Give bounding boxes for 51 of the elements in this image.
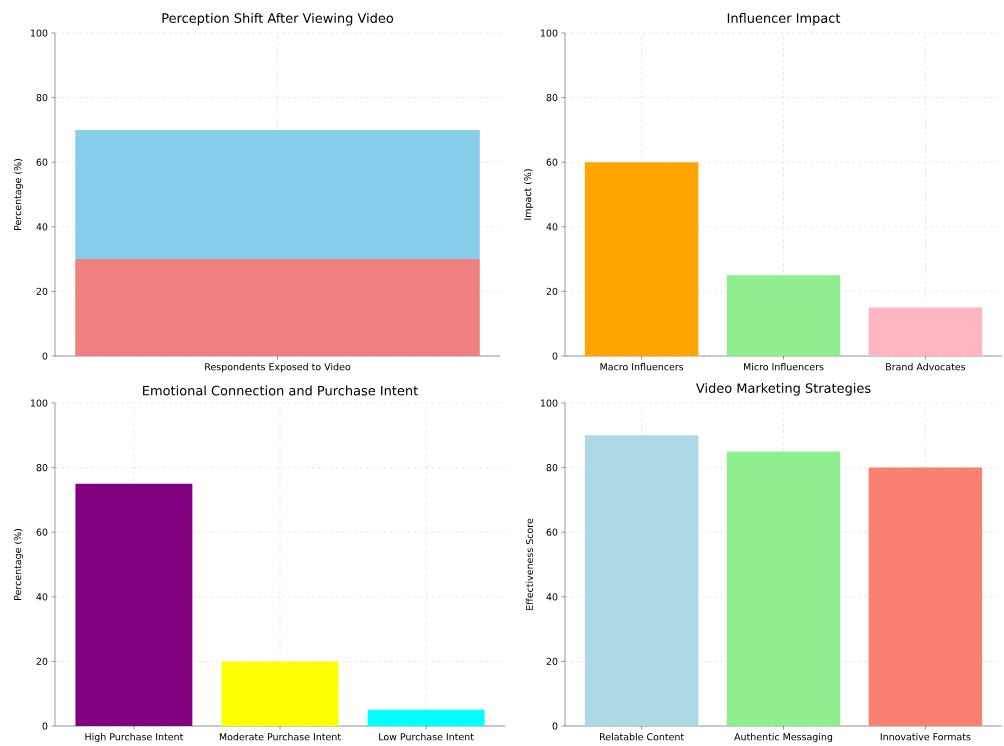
y-tick-label: 0 bbox=[552, 352, 558, 360]
x-tick-label: Macro Influencers bbox=[600, 363, 684, 371]
y-tick-label: 40 bbox=[36, 223, 48, 231]
x-tick-label: Innovative Formats bbox=[880, 733, 971, 741]
y-axis-title: Percentage (%) bbox=[13, 159, 24, 231]
y-tick-label: 40 bbox=[546, 223, 558, 231]
y-tick-label: 100 bbox=[30, 29, 48, 37]
y-tick-label: 100 bbox=[540, 29, 558, 37]
y-tick-label: 60 bbox=[36, 528, 48, 537]
y-axis-title: Percentage (%) bbox=[13, 529, 24, 601]
y-tick-label: 20 bbox=[36, 288, 48, 296]
x-tick-label: Moderate Purchase Intent bbox=[219, 733, 341, 741]
bar bbox=[726, 451, 841, 727]
x-tick-label: High Purchase Intent bbox=[85, 733, 184, 743]
y-tick-label: 60 bbox=[546, 528, 558, 537]
bar bbox=[584, 162, 699, 357]
y-tick-label: 60 bbox=[36, 158, 48, 167]
bar bbox=[584, 435, 699, 727]
bar bbox=[221, 661, 339, 727]
y-axis-title: Effectiveness Score bbox=[525, 519, 534, 611]
y-tick-label: 0 bbox=[42, 352, 48, 360]
x-tick-label: Brand Advocates bbox=[886, 363, 966, 371]
y-tick-label: 80 bbox=[546, 94, 558, 102]
x-tick-label: Relatable Content bbox=[600, 733, 684, 741]
chart-title: Influencer Impact bbox=[727, 13, 841, 26]
bar bbox=[868, 307, 983, 357]
bar bbox=[367, 710, 485, 727]
bar bbox=[75, 484, 193, 727]
y-tick-label: 100 bbox=[540, 399, 558, 407]
y-tick-label: 80 bbox=[546, 464, 558, 472]
y-tick-label: 100 bbox=[30, 399, 48, 407]
y-tick-label: 0 bbox=[42, 722, 48, 730]
bar bbox=[726, 275, 841, 357]
y-tick-label: 0 bbox=[552, 722, 558, 730]
x-tick-label: Low Purchase Intent bbox=[379, 733, 474, 741]
y-tick-label: 40 bbox=[546, 593, 558, 601]
x-tick-label: Respondents Exposed to Video bbox=[205, 363, 351, 373]
bar bbox=[868, 467, 983, 727]
chart-title: Emotional Connection and Purchase Intent bbox=[143, 385, 418, 396]
chart-title: Perception Shift After Viewing Video bbox=[162, 13, 394, 26]
x-tick-label: Micro Influencers bbox=[743, 363, 824, 371]
y-tick-label: 20 bbox=[546, 288, 558, 296]
y-tick-label: 20 bbox=[546, 658, 558, 666]
x-tick-label: Authentic Messaging bbox=[734, 733, 833, 743]
y-tick-label: 60 bbox=[546, 158, 558, 167]
y-tick-label: 80 bbox=[36, 464, 48, 472]
y-tick-label: 40 bbox=[36, 593, 48, 601]
y-axis-title: Impact (%) bbox=[523, 169, 534, 220]
y-tick-label: 80 bbox=[36, 94, 48, 102]
y-tick-label: 20 bbox=[36, 658, 48, 666]
chart-title: Video Marketing Strategies bbox=[696, 383, 871, 396]
